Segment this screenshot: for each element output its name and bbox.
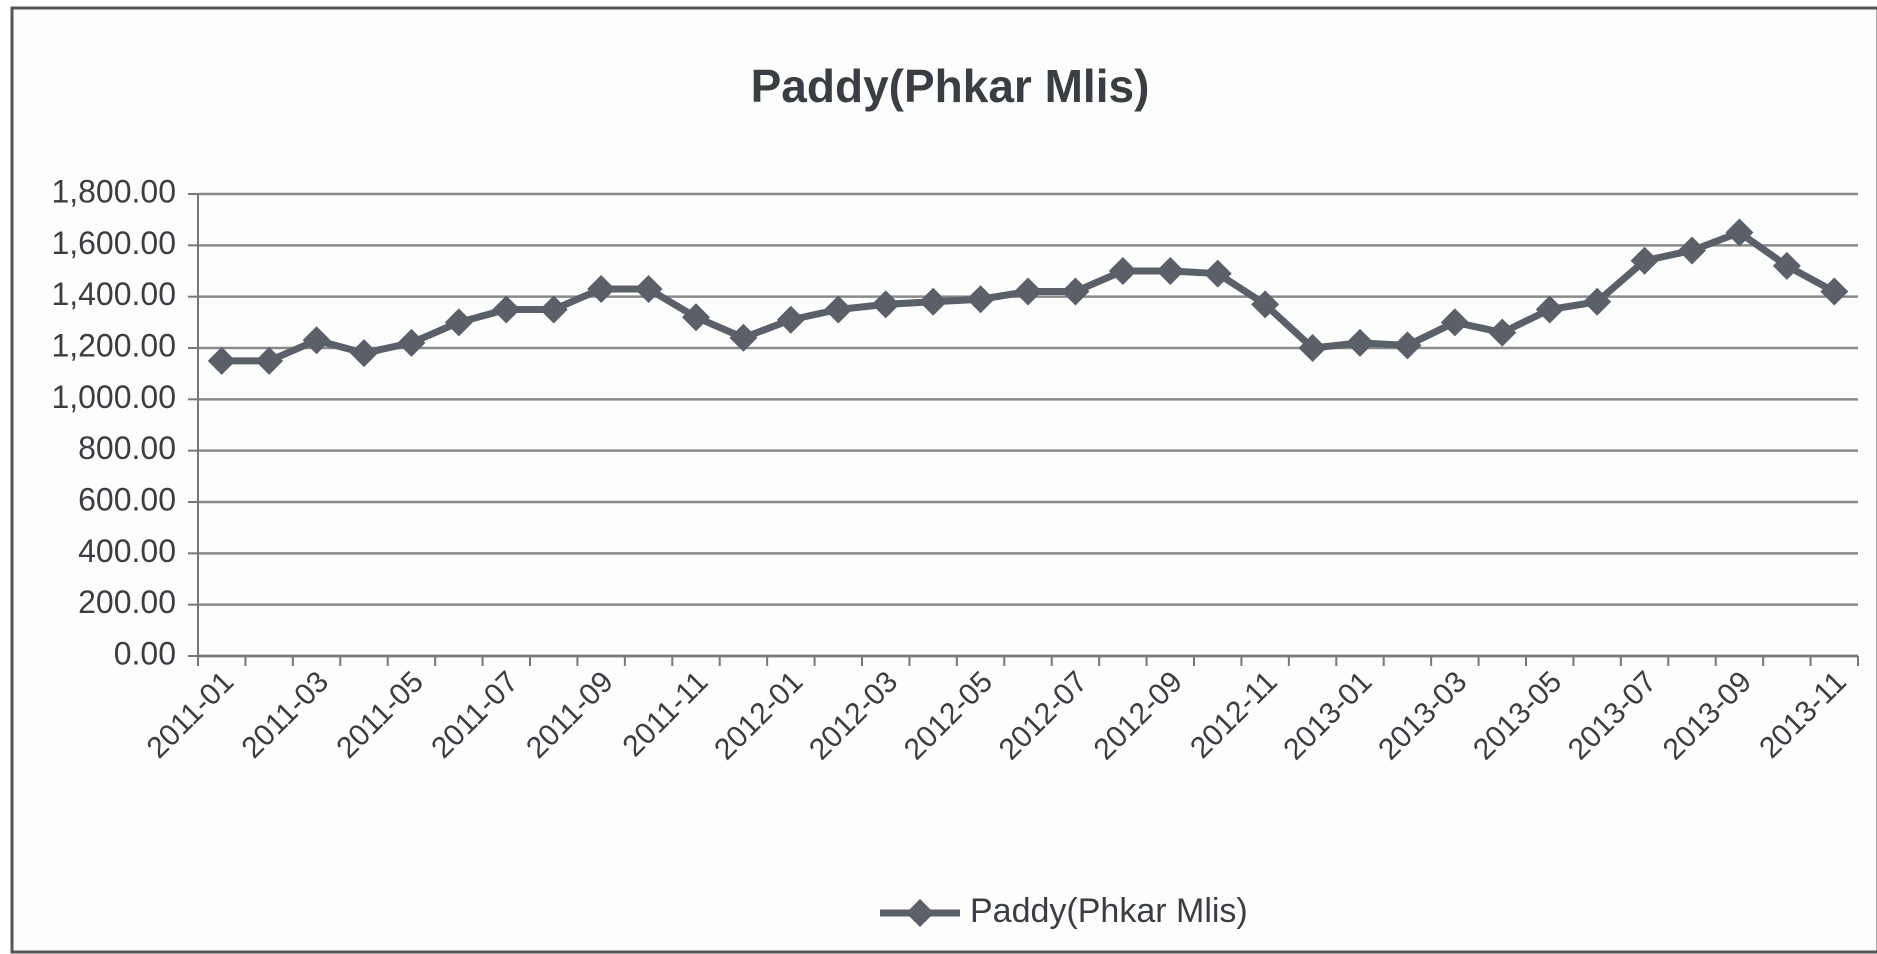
- data-point: [682, 303, 710, 332]
- y-tick-label: 1,600.00: [51, 225, 176, 261]
- data-point: [1108, 257, 1137, 285]
- y-tick-label: 1,800.00: [51, 173, 176, 209]
- data-point: [634, 274, 663, 303]
- y-tick-label: 1,000.00: [51, 379, 176, 415]
- chart-frame: [10, 6, 1877, 954]
- data-point: [966, 285, 995, 314]
- y-tick-label: 0.00: [114, 635, 176, 671]
- data-point: [919, 287, 948, 316]
- data-point: [492, 295, 521, 324]
- y-tick-label: 1,200.00: [51, 327, 176, 363]
- y-tick-label: 200.00: [78, 584, 176, 620]
- data-point: [444, 308, 473, 337]
- data-point: [824, 295, 853, 324]
- data-point: [1156, 257, 1185, 285]
- data-point: [302, 326, 331, 355]
- y-tick-label: 1,400.00: [51, 276, 176, 312]
- data-point: [1820, 277, 1849, 306]
- legend-marker: [906, 899, 934, 927]
- data-point: [1440, 308, 1469, 337]
- data-point: [1203, 259, 1232, 288]
- data-point: [776, 305, 805, 334]
- data-point: [1061, 277, 1090, 306]
- data-point: [1583, 287, 1612, 316]
- data-point: [350, 339, 378, 368]
- y-tick-label: 600.00: [78, 481, 176, 517]
- data-point: [1535, 295, 1564, 324]
- data-point: [1393, 331, 1422, 360]
- y-tick-label: 400.00: [78, 533, 176, 569]
- y-tick-label: 800.00: [78, 430, 176, 466]
- data-point: [729, 323, 758, 352]
- data-point: [587, 274, 616, 303]
- data-point: [539, 295, 568, 324]
- data-point: [1678, 236, 1706, 265]
- data-point: [1346, 328, 1374, 357]
- legend-label: Paddy(Phkar Mlis): [970, 892, 1248, 930]
- chart-title: Paddy(Phkar Mlis): [751, 60, 1150, 112]
- data-point: [871, 290, 900, 319]
- data-point: [255, 346, 284, 375]
- data-point: [1488, 318, 1517, 347]
- data-point: [1630, 246, 1659, 275]
- data-point: [397, 328, 426, 357]
- data-point: [1772, 251, 1801, 280]
- data-point: [1725, 218, 1754, 247]
- data-point: [1298, 334, 1327, 362]
- data-point: [1251, 290, 1280, 319]
- data-point: [1014, 277, 1042, 306]
- data-point: [207, 346, 236, 375]
